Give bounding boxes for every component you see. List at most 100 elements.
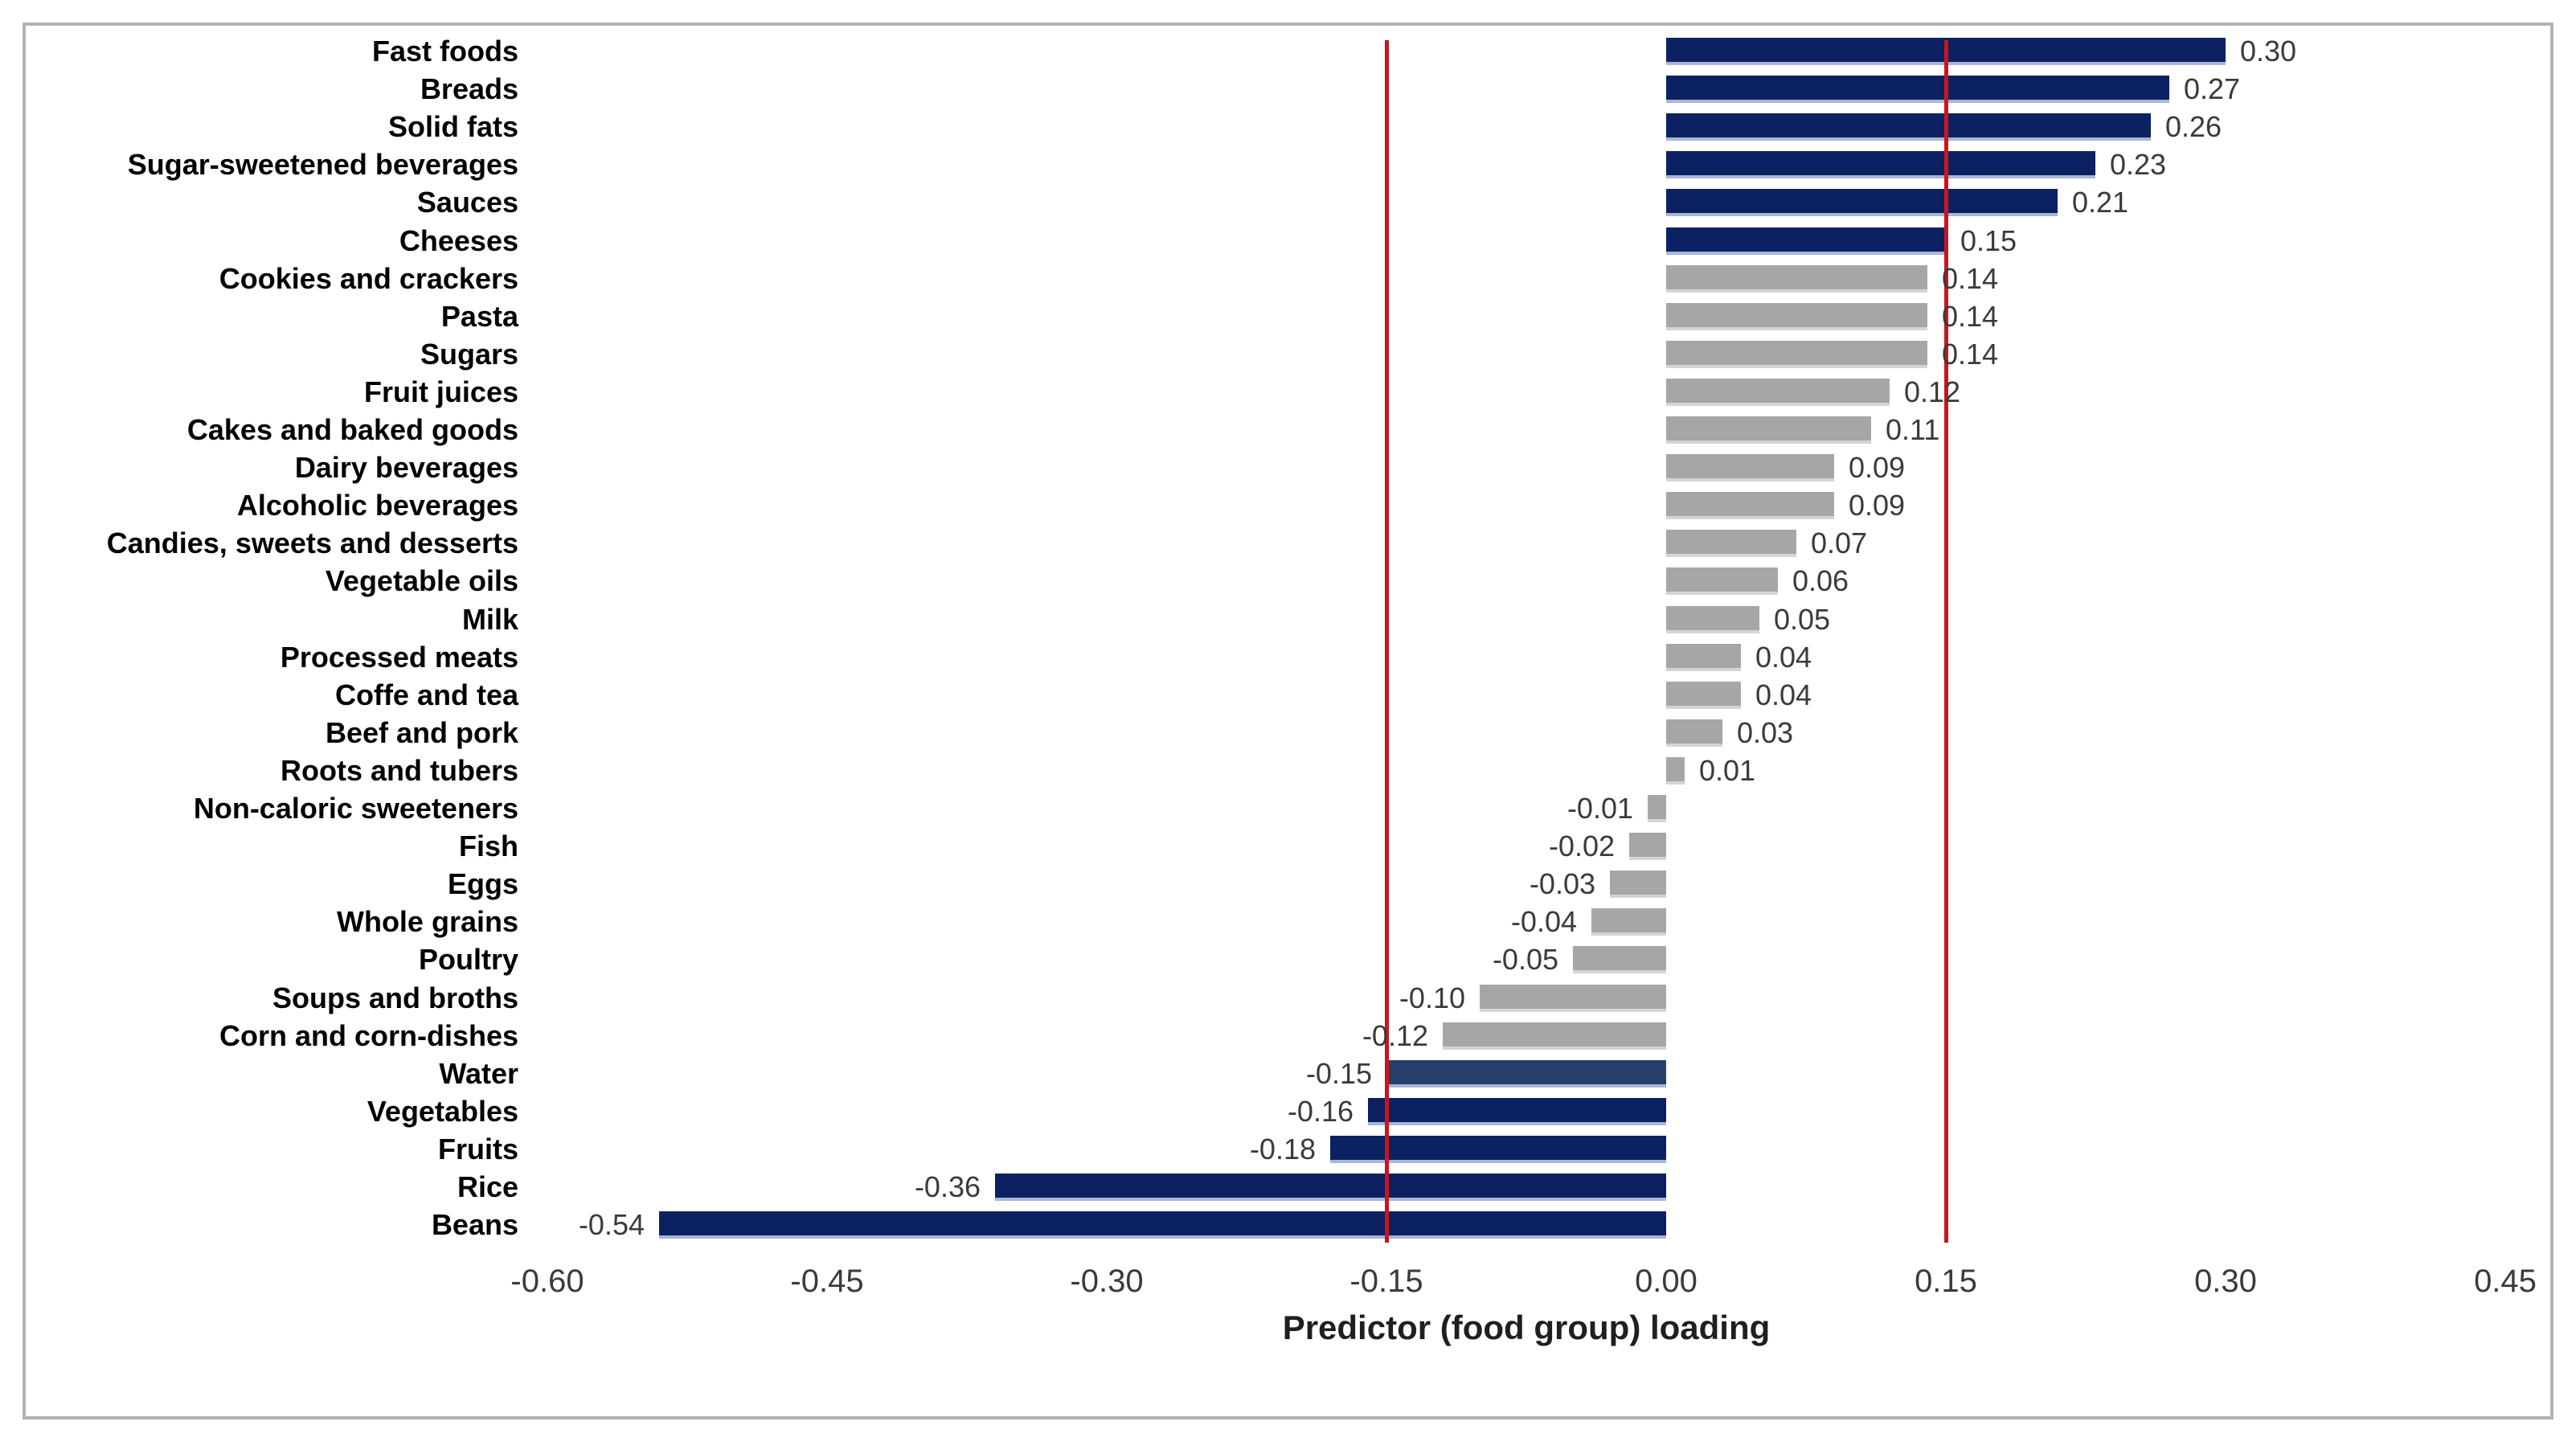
category-label-fish: Fish (458, 830, 518, 862)
bar-vegetable-oils (1666, 567, 1778, 595)
value-label-cheeses: 0.15 (1960, 224, 2017, 257)
x-tick-label-0-00: 0.00 (1635, 1264, 1698, 1299)
category-label-fruit-juices: Fruit juices (363, 375, 518, 408)
bar-eggs (1610, 871, 1666, 898)
value-label-fish: -0.02 (1548, 830, 1615, 862)
value-label-beans: -0.54 (578, 1208, 645, 1241)
value-label-eggs: -0.03 (1529, 867, 1595, 900)
x-tick-label-0-30: 0.30 (2194, 1264, 2257, 1299)
value-label-dairy-beverages: 0.09 (1849, 451, 1906, 484)
value-label-sugar-sweetened-beverages: 0.23 (2110, 148, 2167, 181)
bar-roots-and-tubers (1666, 757, 1685, 784)
value-label-milk: 0.05 (1774, 603, 1831, 636)
bar-pasta (1666, 303, 1927, 330)
category-label-water: Water (439, 1057, 518, 1090)
bar-solid-fats (1666, 113, 2151, 141)
value-label-processed-meats: 0.04 (1755, 641, 1812, 674)
value-label-sauces: 0.21 (2072, 186, 2129, 219)
category-label-breads: Breads (420, 72, 518, 105)
bar-candies-sweets-and-desserts (1666, 530, 1796, 557)
category-label-sugar-sweetened-beverages: Sugar-sweetened beverages (127, 148, 518, 181)
value-label-breads: 0.27 (2184, 72, 2241, 105)
value-label-fruits: -0.18 (1249, 1133, 1316, 1165)
category-label-roots-and-tubers: Roots and tubers (280, 754, 518, 787)
bar-fish (1629, 833, 1666, 860)
category-label-eggs: Eggs (447, 867, 518, 900)
bar-rice (995, 1174, 1666, 1201)
bar-sauces (1666, 189, 2058, 216)
bar-fruits (1330, 1136, 1666, 1163)
bar-milk (1666, 606, 1759, 633)
x-tick-label--0-45: -0.45 (790, 1264, 864, 1299)
x-axis-title: Predictor (food group) loading (1282, 1309, 1771, 1346)
x-tick-label--0-15: -0.15 (1349, 1264, 1423, 1299)
category-label-corn-and-corn-dishes: Corn and corn-dishes (219, 1019, 518, 1052)
value-label-sugars: 0.14 (1942, 338, 1999, 371)
bar-beef-and-pork (1666, 719, 1722, 747)
value-label-soups-and-broths: -0.10 (1399, 981, 1465, 1014)
bar-whole-grains (1591, 908, 1666, 936)
bar-alcoholic-beverages (1666, 492, 1834, 519)
category-label-dairy-beverages: Dairy beverages (294, 451, 518, 484)
category-label-vegetable-oils: Vegetable oils (325, 564, 518, 597)
bar-non-caloric-sweeteners (1648, 795, 1666, 822)
bar-cheeses (1666, 227, 1946, 255)
category-label-cakes-and-baked-goods: Cakes and baked goods (186, 413, 518, 446)
category-label-non-caloric-sweeteners: Non-caloric sweeteners (193, 792, 518, 825)
value-label-fruit-juices: 0.12 (1904, 375, 1961, 408)
bar-dairy-beverages (1666, 454, 1834, 481)
bar-beans (659, 1211, 1666, 1239)
category-label-soups-and-broths: Soups and broths (272, 981, 518, 1014)
bar-sugar-sweetened-beverages (1666, 151, 2095, 178)
value-label-pasta: 0.14 (1942, 300, 1999, 333)
value-label-alcoholic-beverages: 0.09 (1849, 489, 1906, 522)
bar-coffe-and-tea (1666, 682, 1741, 709)
value-label-water: -0.15 (1305, 1057, 1372, 1090)
category-label-beef-and-pork: Beef and pork (325, 716, 518, 749)
value-label-beef-and-pork: 0.03 (1737, 716, 1794, 749)
category-label-candies-sweets-and-desserts: Candies, sweets and desserts (106, 526, 518, 559)
bar-fruit-juices (1666, 379, 1890, 406)
value-label-non-caloric-sweeteners: -0.01 (1566, 792, 1633, 825)
value-label-solid-fats: 0.26 (2165, 110, 2222, 143)
category-label-cookies-and-crackers: Cookies and crackers (219, 262, 518, 295)
category-label-sauces: Sauces (416, 186, 518, 219)
bar-cookies-and-crackers (1666, 265, 1927, 293)
x-tick-label--0-60: -0.60 (510, 1264, 584, 1299)
threshold-line-neg-0-15 (1385, 40, 1389, 1243)
bar-water (1386, 1060, 1666, 1088)
value-label-roots-and-tubers: 0.01 (1699, 754, 1756, 787)
bar-soups-and-broths (1480, 985, 1666, 1012)
category-label-vegetables: Vegetables (367, 1095, 518, 1128)
x-tick-label-0-45: 0.45 (2474, 1264, 2537, 1299)
bar-vegetables (1368, 1098, 1666, 1125)
bar-poultry (1573, 946, 1666, 973)
value-label-fast-foods: 0.30 (2240, 35, 2297, 68)
value-label-poultry: -0.05 (1492, 943, 1558, 976)
category-label-solid-fats: Solid fats (387, 110, 518, 143)
value-label-corn-and-corn-dishes: -0.12 (1362, 1019, 1428, 1052)
bar-processed-meats (1666, 644, 1741, 671)
value-label-candies-sweets-and-desserts: 0.07 (1811, 526, 1868, 559)
category-label-whole-grains: Whole grains (336, 905, 518, 938)
bar-cakes-and-baked-goods (1666, 416, 1871, 444)
bar-sugars (1666, 341, 1927, 368)
bar-corn-and-corn-dishes (1443, 1022, 1666, 1050)
category-label-processed-meats: Processed meats (280, 641, 518, 674)
category-label-sugars: Sugars (420, 338, 518, 371)
value-label-cakes-and-baked-goods: 0.11 (1886, 413, 1940, 446)
category-label-cheeses: Cheeses (399, 224, 518, 257)
category-label-pasta: Pasta (440, 300, 518, 333)
value-label-vegetables: -0.16 (1287, 1095, 1354, 1128)
category-label-milk: Milk (461, 603, 518, 636)
category-label-alcoholic-beverages: Alcoholic beverages (236, 489, 518, 522)
category-label-rice: Rice (457, 1170, 518, 1203)
x-tick-label-0-15: 0.15 (1915, 1264, 1977, 1299)
value-label-rice: -0.36 (914, 1170, 981, 1203)
bar-breads (1666, 76, 2169, 103)
value-label-cookies-and-crackers: 0.14 (1942, 262, 1999, 295)
threshold-line-pos-0-15 (1944, 40, 1948, 1243)
category-label-fruits: Fruits (437, 1133, 518, 1165)
value-label-coffe-and-tea: 0.04 (1755, 678, 1812, 711)
